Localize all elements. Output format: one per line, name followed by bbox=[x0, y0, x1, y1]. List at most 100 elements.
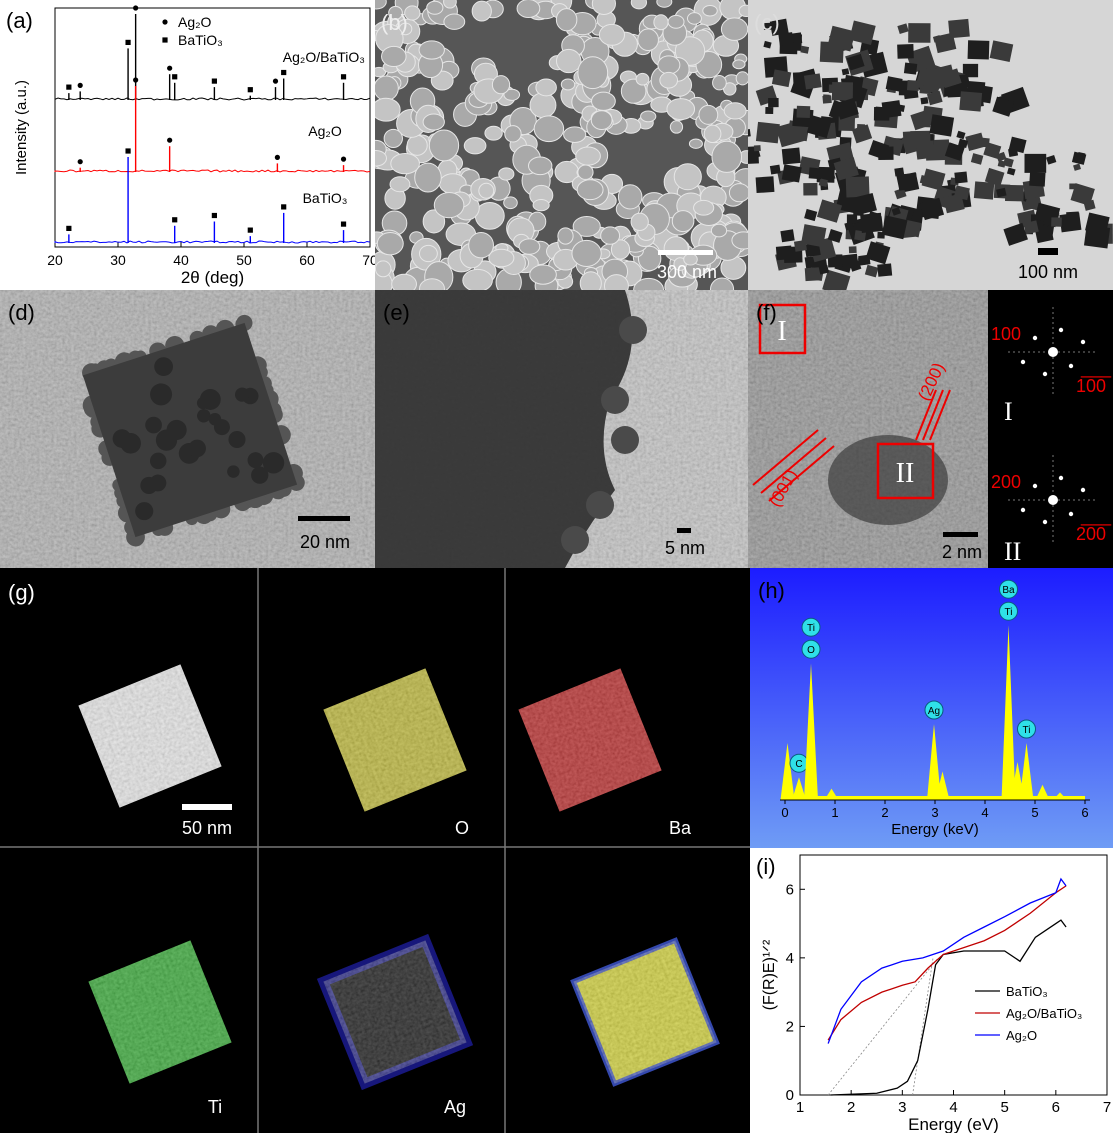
particle bbox=[772, 69, 791, 87]
particle bbox=[472, 1, 491, 21]
series-label: Ag₂O bbox=[308, 123, 342, 139]
particle bbox=[978, 137, 989, 147]
x-axis-label: 2θ (deg) bbox=[181, 268, 244, 287]
x-tick-label: 4 bbox=[981, 805, 988, 820]
particle bbox=[577, 180, 603, 200]
phase-marker bbox=[78, 83, 83, 88]
scale-bar bbox=[658, 250, 713, 255]
panel-label: (g) bbox=[8, 580, 35, 605]
particle bbox=[780, 229, 794, 242]
particle bbox=[959, 91, 982, 111]
scale-label: 2 nm bbox=[942, 542, 982, 562]
y-tick-label: 0 bbox=[786, 1087, 794, 1104]
particle bbox=[377, 233, 403, 255]
particle bbox=[668, 15, 684, 28]
particle bbox=[558, 228, 573, 244]
fft-spot bbox=[1033, 484, 1037, 488]
particle bbox=[444, 14, 465, 29]
particle bbox=[907, 80, 919, 91]
particle bbox=[419, 245, 437, 261]
particle bbox=[689, 139, 702, 148]
particle bbox=[578, 57, 608, 89]
phase-marker bbox=[78, 159, 83, 164]
panel-e: 5 nm(e) bbox=[375, 290, 748, 568]
fft-center bbox=[1048, 495, 1058, 505]
particle bbox=[886, 76, 903, 92]
particle bbox=[782, 148, 801, 165]
particle bbox=[561, 79, 574, 90]
particle bbox=[654, 15, 668, 30]
particle bbox=[842, 254, 859, 269]
particle bbox=[504, 197, 518, 209]
scale-bar bbox=[677, 528, 691, 533]
legend-label: Ag₂O/BaTiO₃ bbox=[1006, 1006, 1082, 1021]
y-axis-label: Intensity (a.u.) bbox=[13, 80, 30, 175]
x-tick-label: 0 bbox=[781, 805, 788, 820]
y-tick-label: 2 bbox=[786, 1018, 794, 1035]
y-axis-label: (F(R)E)¹ᐟ² bbox=[761, 939, 778, 1010]
particle bbox=[857, 124, 865, 131]
particle bbox=[485, 126, 502, 140]
x-tick-label: 6 bbox=[1052, 1099, 1060, 1116]
particle bbox=[631, 0, 646, 9]
particle bbox=[968, 40, 990, 59]
phase-marker bbox=[281, 70, 286, 75]
particle bbox=[618, 185, 642, 209]
particle bbox=[736, 72, 749, 85]
particle bbox=[578, 165, 593, 179]
particle bbox=[530, 265, 557, 284]
particle bbox=[407, 135, 427, 155]
particle bbox=[832, 82, 853, 101]
panel-label: (i) bbox=[756, 854, 776, 879]
element-badge-label: Ba bbox=[1002, 585, 1015, 596]
particle bbox=[846, 176, 870, 197]
particle bbox=[778, 32, 793, 46]
particle bbox=[463, 269, 493, 291]
x-tick-label: 5 bbox=[1031, 805, 1038, 820]
particle bbox=[384, 129, 402, 147]
fft-spot bbox=[1043, 520, 1047, 524]
particle bbox=[803, 183, 817, 196]
particle bbox=[423, 114, 444, 130]
phase-marker bbox=[167, 66, 172, 71]
particle bbox=[572, 240, 601, 266]
x-tick-label: 5 bbox=[1000, 1099, 1008, 1116]
phase-marker bbox=[248, 87, 253, 92]
particle bbox=[733, 60, 745, 69]
particle bbox=[657, 0, 672, 7]
element-label: Ti bbox=[208, 1097, 222, 1117]
x-tick-label: 1 bbox=[831, 805, 838, 820]
scale-bar bbox=[1038, 248, 1058, 255]
phase-marker bbox=[125, 40, 130, 45]
particle bbox=[658, 56, 680, 74]
phase-marker bbox=[133, 5, 138, 10]
particle bbox=[391, 153, 420, 173]
particle bbox=[704, 125, 721, 142]
phase-marker bbox=[162, 37, 167, 42]
scale-label: 300 nm bbox=[657, 262, 717, 282]
scale-bar bbox=[182, 804, 232, 810]
x-tick-label: 50 bbox=[236, 252, 252, 268]
x-tick-label: 2 bbox=[847, 1099, 855, 1116]
scale-label: 100 nm bbox=[1018, 262, 1078, 282]
particle bbox=[1051, 217, 1062, 226]
particle bbox=[674, 164, 701, 190]
panel-label: (f) bbox=[756, 300, 777, 325]
particle bbox=[517, 0, 540, 18]
panel-d: 20 nm(d) bbox=[0, 290, 375, 568]
particle bbox=[631, 213, 648, 230]
particle bbox=[776, 246, 792, 261]
particle bbox=[519, 239, 540, 254]
nanoparticle bbox=[619, 316, 647, 344]
panel-g: 50 nmOBaTiAg(g) bbox=[0, 568, 750, 1133]
particle bbox=[687, 13, 701, 25]
region-label: I bbox=[777, 316, 786, 347]
element-label: Ba bbox=[669, 818, 692, 838]
particle bbox=[805, 267, 821, 281]
particle bbox=[754, 145, 761, 151]
particle bbox=[804, 73, 822, 89]
phase-marker bbox=[273, 79, 278, 84]
phase-marker bbox=[66, 85, 71, 90]
fft-spot bbox=[1081, 340, 1085, 344]
nanoparticle bbox=[586, 491, 614, 519]
